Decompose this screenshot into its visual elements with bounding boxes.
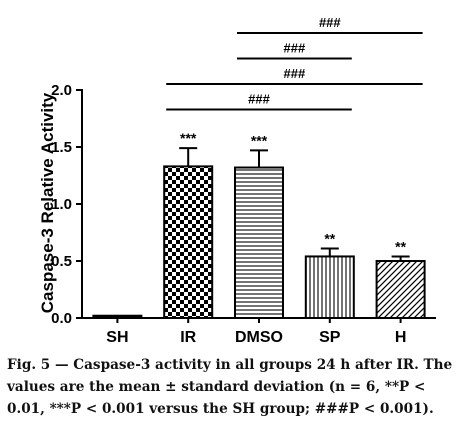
caption-text: — Caspase-3 activity in all groups 24 h … <box>7 357 453 417</box>
comparison-bracket: ### <box>166 92 352 111</box>
x-tick-label-sp: SP <box>319 329 341 346</box>
comparison-bracket: ### <box>237 41 352 60</box>
error-bar-h <box>391 255 410 261</box>
y-axis-label: Caspase-3 Relative Activity <box>38 92 57 313</box>
bar-sp <box>304 255 355 320</box>
bar-chart: ############ *** ***** ** 0.00.51.01.52.0S… <box>38 15 436 346</box>
axes: 0.0 0.5 1.0 1.5 2.0 SH IR DMSO SP H <box>51 82 436 346</box>
bar-dmso <box>234 166 284 319</box>
significance-label-sp: ** <box>324 230 335 246</box>
significance-label-h: ** <box>395 238 406 254</box>
bar-ir <box>163 165 214 319</box>
comparison-label: ### <box>284 41 306 56</box>
significance-label-dmso: *** <box>251 132 268 148</box>
comparison-bracket: ### <box>166 66 423 85</box>
y-tick-label: 2.0 <box>51 82 72 99</box>
error-bar-dmso <box>250 149 268 168</box>
y-tick-label: 0.5 <box>51 253 72 270</box>
x-tick-label-ir: IR <box>180 329 196 346</box>
x-tick-label-h: H <box>395 329 407 346</box>
bars: *** ***** ** <box>92 130 426 320</box>
comparison-label: ### <box>284 66 306 81</box>
significance-label-ir: *** <box>180 130 197 146</box>
comparison-label: ### <box>248 92 270 107</box>
y-tick-label: 1.5 <box>51 139 72 156</box>
comparison-bracket: ### <box>237 15 423 34</box>
error-bar-sp <box>320 247 339 257</box>
figure-label: Fig. 5 <box>7 357 51 373</box>
comparison-label: ### <box>319 15 341 30</box>
error-bar-ir <box>179 147 198 167</box>
figure-caption: Fig. 5 — Caspase-3 activity in all group… <box>7 354 463 420</box>
y-tick-label: 0.0 <box>51 310 72 327</box>
x-tick-label-sh: SH <box>106 329 128 346</box>
y-tick-label: 1.0 <box>51 196 72 213</box>
bar-h <box>375 260 426 319</box>
comparison-brackets: ### ### ### ### <box>166 15 423 111</box>
x-tick-label-dmso: DMSO <box>235 329 283 346</box>
